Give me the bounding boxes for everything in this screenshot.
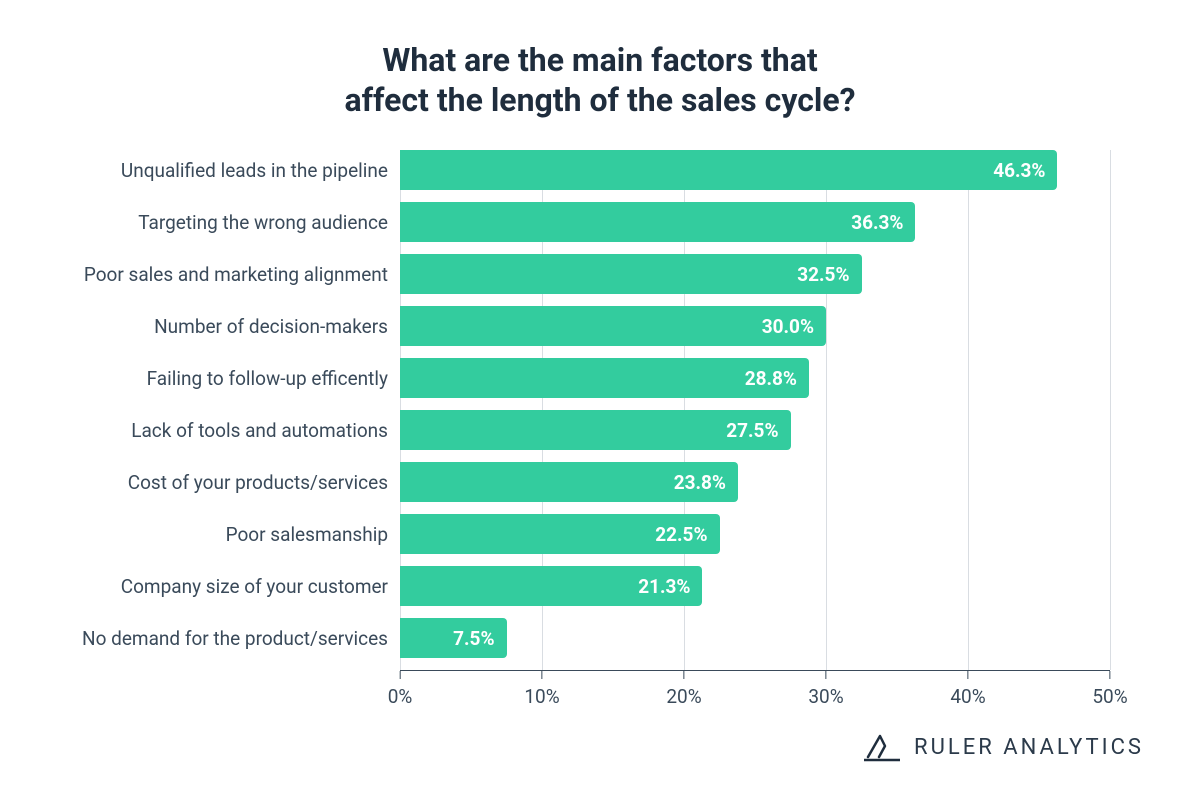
- bar: 36.3%: [400, 202, 915, 242]
- bar-value-label: 27.5%: [726, 419, 778, 442]
- x-tick-label: 50%: [1092, 685, 1127, 708]
- x-tick-label: 30%: [808, 685, 843, 708]
- category-label: Targeting the wrong audience: [0, 211, 400, 234]
- x-tick-label: 40%: [950, 685, 985, 708]
- bar-value-label: 7.5%: [453, 627, 494, 650]
- category-label: Poor sales and marketing alignment: [0, 263, 400, 286]
- bar-row: Unqualified leads in the pipeline 46.3%: [0, 150, 1200, 190]
- bar-value-label: 36.3%: [851, 211, 903, 234]
- x-tick: 10%: [524, 671, 559, 708]
- bar-value-label: 30.0%: [762, 315, 814, 338]
- bar-track: 32.5%: [400, 254, 1110, 294]
- x-tick-label: 10%: [524, 685, 559, 708]
- bar-track: 36.3%: [400, 202, 1110, 242]
- bar-row: Failing to follow-up efficently 28.8%: [0, 358, 1200, 398]
- category-label: Number of decision-makers: [0, 315, 400, 338]
- bar-track: 27.5%: [400, 410, 1110, 450]
- bar: 46.3%: [400, 150, 1057, 190]
- category-label: Poor salesmanship: [0, 523, 400, 546]
- bar: 28.8%: [400, 358, 809, 398]
- bar-track: 21.3%: [400, 566, 1110, 606]
- x-tick-mark: [542, 671, 543, 679]
- x-tick-label: 0%: [388, 685, 413, 708]
- category-label: Company size of your customer: [0, 575, 400, 598]
- bar-row: Targeting the wrong audience 36.3%: [0, 202, 1200, 242]
- x-tick: 20%: [666, 671, 701, 708]
- bar-value-label: 22.5%: [655, 523, 707, 546]
- chart-area: 0%10%20%30%40%50% Unqualified leads in t…: [0, 150, 1200, 730]
- bar-value-label: 28.8%: [745, 367, 797, 390]
- bar-track: 7.5%: [400, 618, 1110, 658]
- x-tick: 40%: [950, 671, 985, 708]
- bar-row: Cost of your products/services 23.8%: [0, 462, 1200, 502]
- bar-row: Poor sales and marketing alignment 32.5%: [0, 254, 1200, 294]
- x-tick-mark: [399, 671, 400, 679]
- x-axis: 0%10%20%30%40%50%: [400, 670, 1110, 671]
- bar-row: Poor salesmanship 22.5%: [0, 514, 1200, 554]
- x-tick-label: 20%: [666, 685, 701, 708]
- bar: 30.0%: [400, 306, 826, 346]
- category-label: No demand for the product/services: [0, 627, 400, 650]
- bar: 23.8%: [400, 462, 738, 502]
- bar: 21.3%: [400, 566, 702, 606]
- chart-title-line1: What are the main factors that: [382, 41, 817, 79]
- bar-row: Company size of your customer 21.3%: [0, 566, 1200, 606]
- bar: 32.5%: [400, 254, 862, 294]
- bar-value-label: 32.5%: [797, 263, 849, 286]
- x-tick: 50%: [1092, 671, 1127, 708]
- bar-row: Number of decision-makers 30.0%: [0, 306, 1200, 346]
- bar-track: 30.0%: [400, 306, 1110, 346]
- chart-title-line2: affect the length of the sales cycle?: [344, 81, 855, 119]
- bar-track: 46.3%: [400, 150, 1110, 190]
- category-label: Failing to follow-up efficently: [0, 367, 400, 390]
- x-tick-mark: [968, 671, 969, 679]
- bar: 22.5%: [400, 514, 720, 554]
- category-label: Lack of tools and automations: [0, 419, 400, 442]
- bar-value-label: 21.3%: [638, 575, 690, 598]
- ruler-logo-icon: [864, 732, 900, 762]
- category-label: Cost of your products/services: [0, 471, 400, 494]
- bar: 27.5%: [400, 410, 791, 450]
- bar-track: 22.5%: [400, 514, 1110, 554]
- bar-row: No demand for the product/services 7.5%: [0, 618, 1200, 658]
- bar-value-label: 46.3%: [993, 159, 1045, 182]
- bar-value-label: 23.8%: [674, 471, 726, 494]
- x-tick-mark: [826, 671, 827, 679]
- x-tick-mark: [684, 671, 685, 679]
- x-tick: 0%: [388, 671, 413, 708]
- bar-row: Lack of tools and automations 27.5%: [0, 410, 1200, 450]
- bar-track: 28.8%: [400, 358, 1110, 398]
- x-tick-mark: [1110, 671, 1111, 679]
- bar-track: 23.8%: [400, 462, 1110, 502]
- chart-title: What are the main factors that affect th…: [0, 0, 1200, 120]
- x-tick: 30%: [808, 671, 843, 708]
- brand-text: RULER ANALYTICS: [914, 735, 1144, 760]
- category-label: Unqualified leads in the pipeline: [0, 159, 400, 182]
- bar: 7.5%: [400, 618, 507, 658]
- brand-attribution: RULER ANALYTICS: [864, 732, 1144, 762]
